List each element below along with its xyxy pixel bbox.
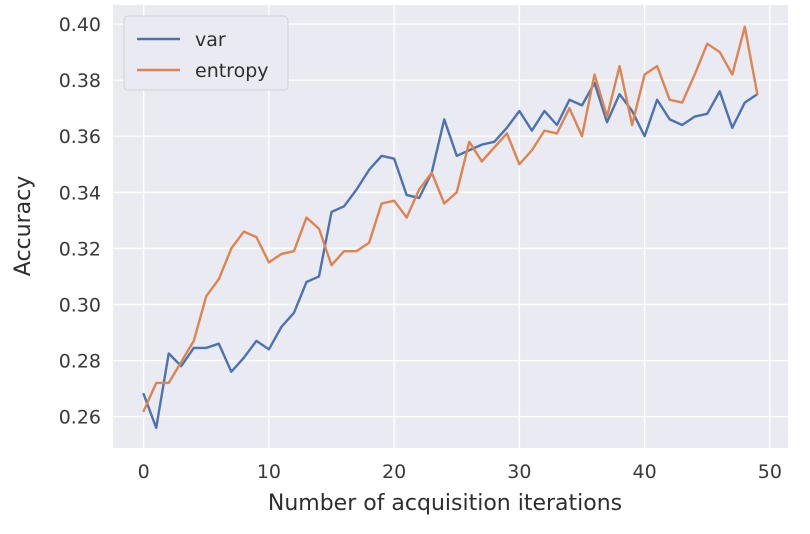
series-line-entropy <box>142 25 759 413</box>
x-tick-label: 30 <box>507 461 531 483</box>
y-tick-label: 0.28 <box>59 351 101 373</box>
legend-box <box>123 15 289 91</box>
x-tick-label: 10 <box>257 461 281 483</box>
x-tick-label: 20 <box>382 461 406 483</box>
series-lines <box>142 25 759 430</box>
y-tick-label: 0.26 <box>59 407 101 429</box>
legend-label-entropy: entropy <box>195 60 269 82</box>
x-axis-label: Number of acquisition iterations <box>268 491 622 516</box>
y-tick-label: 0.36 <box>59 126 101 148</box>
y-tick-label: 0.32 <box>59 238 101 260</box>
x-tick-label: 40 <box>633 461 657 483</box>
series-line-var <box>142 81 759 430</box>
x-tick-label: 0 <box>138 461 150 483</box>
y-tick-label: 0.30 <box>59 294 101 316</box>
y-axis-ticks: 0.26 0.28 0.30 0.32 0.34 0.36 0.38 0.40 <box>59 14 101 429</box>
y-axis-label: Accuracy <box>11 176 36 276</box>
y-tick-label: 0.34 <box>59 182 101 204</box>
legend: var entropy <box>123 15 289 91</box>
legend-label-var: var <box>195 29 226 51</box>
x-axis-ticks: 0 10 20 30 40 50 <box>138 461 782 483</box>
x-tick-label: 50 <box>758 461 782 483</box>
y-tick-label: 0.40 <box>59 14 101 36</box>
y-tick-label: 0.38 <box>59 70 101 92</box>
